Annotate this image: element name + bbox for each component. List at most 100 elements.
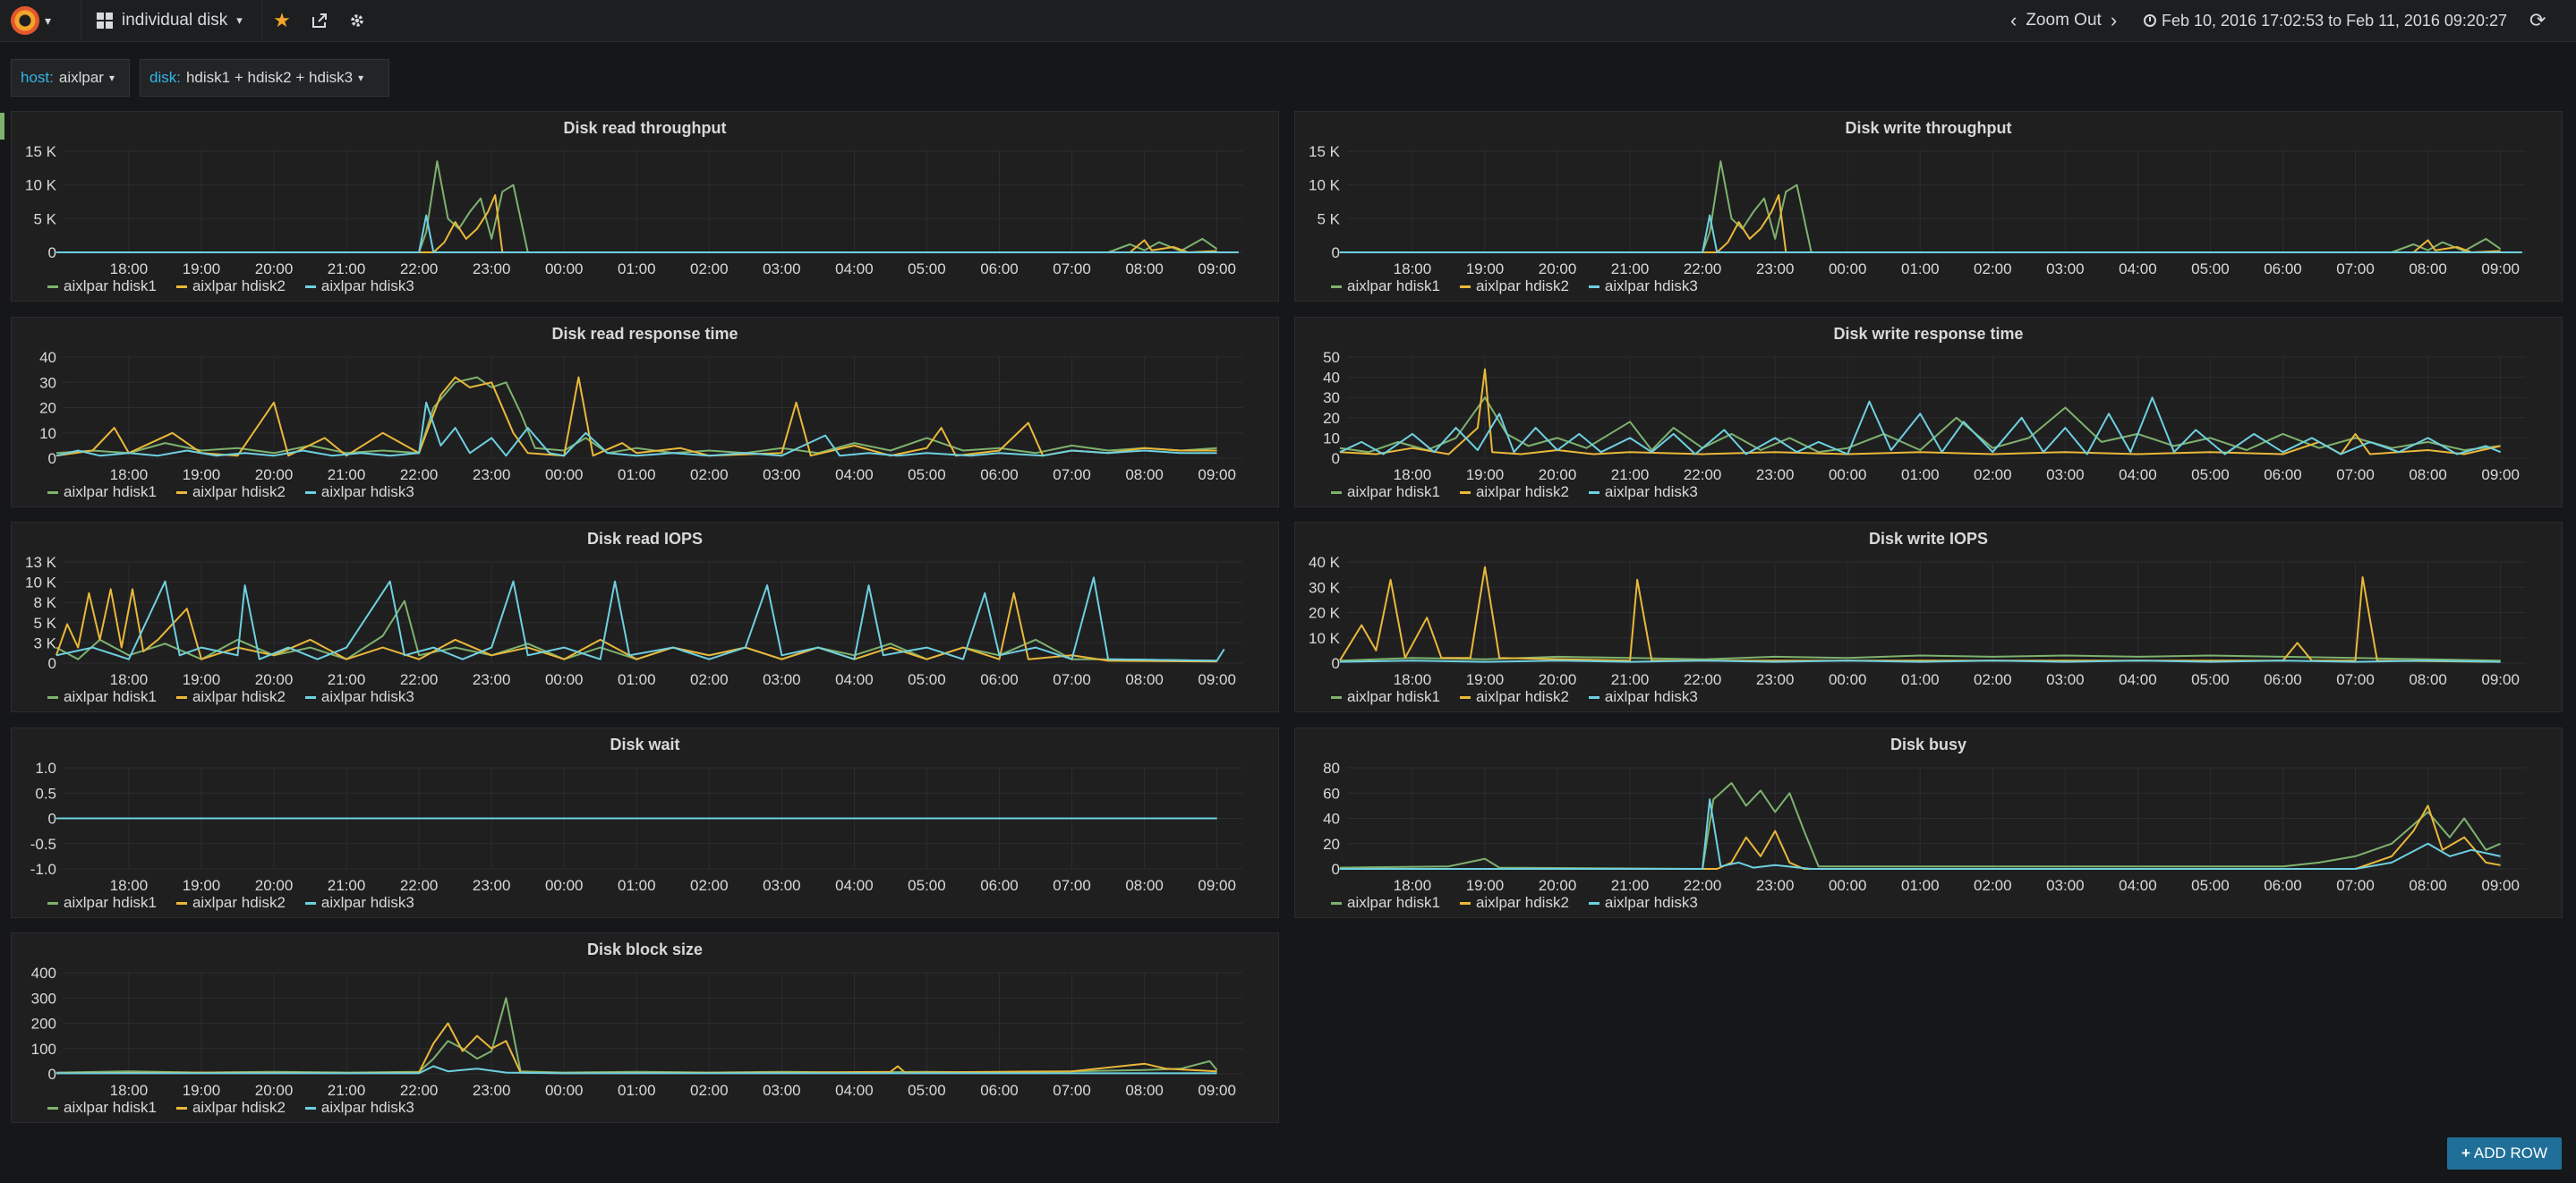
x-tick-label: 22:00	[1684, 877, 1722, 894]
zoom-out-button[interactable]: Zoom Out	[2026, 11, 2102, 30]
legend-label: aixlpar hdisk3	[320, 688, 414, 705]
legend-item[interactable]: aixlpar hdisk1	[1331, 483, 1440, 501]
x-tick-label: 03:00	[763, 671, 801, 688]
x-tick-label: 07:00	[1053, 1082, 1091, 1099]
legend-item[interactable]: aixlpar hdisk3	[304, 894, 414, 912]
legend-swatch	[1459, 285, 1471, 288]
panel-disk-read-response-time[interactable]: Disk read response time 40 30 20 10 0 18:00 19…	[11, 317, 1279, 507]
legend-item[interactable]: aixlpar hdisk1	[47, 277, 157, 295]
legend-item[interactable]: aixlpar hdisk2	[1459, 688, 1569, 706]
panel-title[interactable]: Disk write response time	[1833, 325, 2024, 343]
x-tick-label: 20:00	[1539, 877, 1577, 894]
x-tick-label: 19:00	[1466, 671, 1505, 688]
chart-legend: aixlpar hdisk1 aixlpar hdisk2 aixlpar hdis…	[47, 277, 414, 295]
legend-item[interactable]: aixlpar hdisk3	[304, 1099, 414, 1117]
x-tick-label: 23:00	[473, 260, 511, 277]
legend-item[interactable]: aixlpar hdisk1	[1331, 688, 1440, 706]
x-tick-label: 07:00	[1053, 671, 1091, 688]
panel-disk-read-iops[interactable]: Disk read IOPS 13 K 10 K 8 K 5 K 3 K 0 18:00 19…	[11, 522, 1279, 712]
panel-title[interactable]: Disk wait	[610, 736, 680, 753]
legend-item[interactable]: aixlpar hdisk3	[1588, 483, 1698, 501]
y-tick-label: 13 K	[25, 554, 57, 571]
legend-item[interactable]: aixlpar hdisk1	[47, 1099, 157, 1117]
legend-item[interactable]: aixlpar hdisk2	[175, 894, 286, 912]
x-tick-label: 02:00	[1974, 671, 2012, 688]
x-tick-label: 18:00	[110, 877, 149, 894]
legend-item[interactable]: aixlpar hdisk1	[1331, 894, 1440, 912]
chevron-left-icon[interactable]: ‹	[2010, 9, 2017, 31]
x-tick-label: 01:00	[1901, 671, 1940, 688]
legend-item[interactable]: aixlpar hdisk3	[1588, 688, 1698, 706]
y-tick-label: 0	[48, 450, 56, 467]
time-range-picker[interactable]: Feb 10, 2016 17:02:53 to Feb 11, 2016 09…	[2144, 0, 2507, 41]
disk-variable-dropdown[interactable]: disk: hdisk1 + hdisk2 + hdisk3 ▾	[140, 59, 389, 97]
grafana-logo-menu[interactable]: ▾	[11, 4, 64, 38]
x-tick-label: 08:00	[1125, 1082, 1164, 1099]
x-tick-label: 23:00	[473, 671, 511, 688]
panel-title[interactable]: Disk write throughput	[1845, 119, 2012, 137]
panel-title[interactable]: Disk read IOPS	[586, 530, 704, 548]
x-tick-label: 19:00	[1466, 466, 1505, 483]
legend-item[interactable]: aixlpar hdisk3	[1588, 894, 1698, 912]
x-tick-label: 00:00	[545, 260, 584, 277]
refresh-icon[interactable]: ⟳	[2529, 9, 2546, 31]
legend-item[interactable]: aixlpar hdisk3	[304, 483, 414, 501]
legend-item[interactable]: aixlpar hdisk2	[175, 688, 286, 706]
panel-disk-busy[interactable]: Disk busy 80 60 40 20 0 18:00 19:00 20:00 21:00 2…	[1294, 728, 2563, 918]
panel-disk-write-response-time[interactable]: Disk write response time 50 40 30 20 10 0 18:0…	[1294, 317, 2563, 507]
legend-item[interactable]: aixlpar hdisk2	[175, 483, 286, 501]
x-tick-label: 19:00	[183, 260, 221, 277]
panel-title[interactable]: Disk write IOPS	[1868, 530, 1989, 548]
panel-disk-write-iops[interactable]: Disk write IOPS 40 K 30 K 20 K 10 K 0 18:00 19…	[1294, 522, 2563, 712]
legend-item[interactable]: aixlpar hdisk2	[175, 1099, 286, 1117]
legend-item[interactable]: aixlpar hdisk3	[304, 277, 414, 295]
legend-item[interactable]: aixlpar hdisk1	[1331, 277, 1440, 295]
x-tick-label: 06:00	[980, 1082, 1019, 1099]
y-tick-label: 60	[1323, 785, 1340, 802]
x-tick-label: 22:00	[1684, 260, 1722, 277]
x-tick-label: 20:00	[1539, 260, 1577, 277]
legend-item[interactable]: aixlpar hdisk2	[1459, 483, 1569, 501]
panel-disk-block-size[interactable]: Disk block size 400 300 200 100 0 18:00 19:00 2…	[11, 932, 1279, 1123]
caret-down-icon: ▾	[358, 72, 364, 84]
star-icon[interactable]: ★	[273, 9, 291, 31]
x-tick-label: 07:00	[1053, 877, 1091, 894]
x-tick-label: 20:00	[255, 466, 294, 483]
panel-title[interactable]: Disk block size	[586, 940, 704, 958]
legend-item[interactable]: aixlpar hdisk2	[1459, 277, 1569, 295]
series-line-hdisk1	[55, 160, 1218, 253]
legend-swatch	[47, 901, 58, 905]
legend-item[interactable]: aixlpar hdisk1	[47, 483, 157, 501]
legend-item[interactable]: aixlpar hdisk1	[47, 894, 157, 912]
panel-disk-read-throughput[interactable]: Disk read throughput 15 K 10 K 5 K 0 18:00 19…	[11, 111, 1279, 302]
add-row-button[interactable]: + ADD ROW	[2447, 1137, 2562, 1170]
panel-title[interactable]: Disk read throughput	[563, 119, 727, 137]
legend-item[interactable]: aixlpar hdisk1	[47, 688, 157, 706]
panel-title[interactable]: Disk read response time	[551, 325, 738, 343]
legend-item[interactable]: aixlpar hdisk2	[1459, 894, 1569, 912]
legend-item[interactable]: aixlpar hdisk2	[175, 277, 286, 295]
row-collapse-marker[interactable]	[0, 113, 4, 140]
x-tick-label: 04:00	[2119, 260, 2157, 277]
chart-legend: aixlpar hdisk1 aixlpar hdisk2 aixlpar hdis…	[1331, 894, 1698, 912]
y-tick-label: 10 K	[25, 177, 57, 194]
y-tick-label: 0	[48, 1066, 56, 1083]
dashboard-picker[interactable]: individual disk ▾	[97, 0, 243, 41]
host-variable-dropdown[interactable]: host: aixlpar ▾	[11, 59, 130, 97]
chevron-right-icon[interactable]: ›	[2110, 9, 2118, 31]
gear-icon[interactable]	[339, 0, 375, 41]
panel-title[interactable]: Disk busy	[1889, 736, 1967, 753]
y-tick-label: 1.0	[35, 760, 56, 777]
legend-item[interactable]: aixlpar hdisk3	[304, 688, 414, 706]
x-tick-label: 08:00	[1125, 466, 1164, 483]
x-tick-label: 09:00	[2481, 877, 2520, 894]
share-icon[interactable]	[302, 0, 337, 41]
x-tick-label: 23:00	[1756, 260, 1795, 277]
x-tick-label: 18:00	[1394, 466, 1432, 483]
x-tick-label: 18:00	[110, 466, 149, 483]
panel-disk-wait[interactable]: Disk wait 1.0 0.5 0 -0.5 -1.0 18:00 19:00 20:00…	[11, 728, 1279, 918]
legend-item[interactable]: aixlpar hdisk3	[1588, 277, 1698, 295]
x-tick-label: 04:00	[835, 877, 874, 894]
x-tick-label: 21:00	[328, 466, 366, 483]
